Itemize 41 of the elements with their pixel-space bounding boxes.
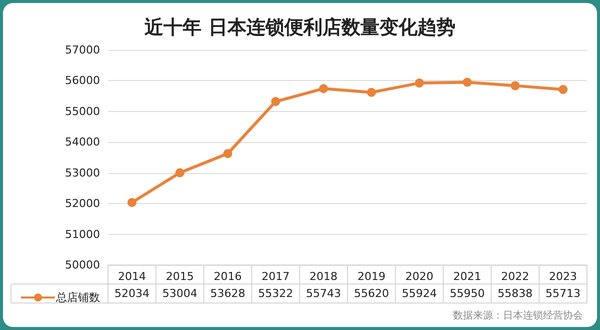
data-label: 55950 xyxy=(450,287,485,300)
data-label: 55924 xyxy=(402,287,437,300)
data-label: 55838 xyxy=(498,287,533,300)
point xyxy=(127,198,136,208)
y-tick-label: 55000 xyxy=(65,104,100,118)
x-tick-label: 2019 xyxy=(357,270,386,283)
point xyxy=(271,97,280,106)
y-tick-label: 56000 xyxy=(65,74,100,88)
data-label: 53628 xyxy=(210,287,246,300)
point xyxy=(366,88,376,97)
y-tick-label: 54000 xyxy=(65,136,100,149)
y-tick-label: 51000 xyxy=(65,228,100,241)
point xyxy=(414,78,424,88)
x-tick-label: 2023 xyxy=(549,270,578,283)
x-tick-label: 2022 xyxy=(501,270,530,283)
source-note: 数据来源：日本连锁经营协会 xyxy=(453,310,583,322)
data-label: 53004 xyxy=(162,287,198,300)
data-label: 52034 xyxy=(114,287,150,300)
point xyxy=(558,85,568,94)
data-label: 55322 xyxy=(258,287,294,300)
point xyxy=(510,81,520,90)
x-tick-label: 2020 xyxy=(405,270,434,283)
data-label: 55743 xyxy=(306,287,342,300)
x-tick-label: 2018 xyxy=(310,270,338,283)
point xyxy=(223,149,232,158)
point xyxy=(462,78,472,87)
y-tick-label: 52000 xyxy=(65,197,100,210)
chart-title: 近十年 日本连锁便利店数量变化趋势 xyxy=(144,16,456,38)
x-tick-label: 2014 xyxy=(118,270,146,283)
y-tick-label: 57000 xyxy=(65,44,100,56)
data-label: 55620 xyxy=(354,287,389,300)
x-tick-label: 2017 xyxy=(262,270,290,283)
x-tick-label: 2021 xyxy=(453,270,482,283)
point xyxy=(319,84,328,94)
x-tick-label: 2015 xyxy=(166,270,194,283)
point xyxy=(175,168,184,178)
x-tick-label: 2016 xyxy=(214,270,242,283)
legend-label: 总店铺数 xyxy=(55,291,100,304)
y-tick-label: 53000 xyxy=(65,166,100,180)
y-tick-label: 50000 xyxy=(65,258,100,272)
data-label: 55713 xyxy=(546,287,581,300)
